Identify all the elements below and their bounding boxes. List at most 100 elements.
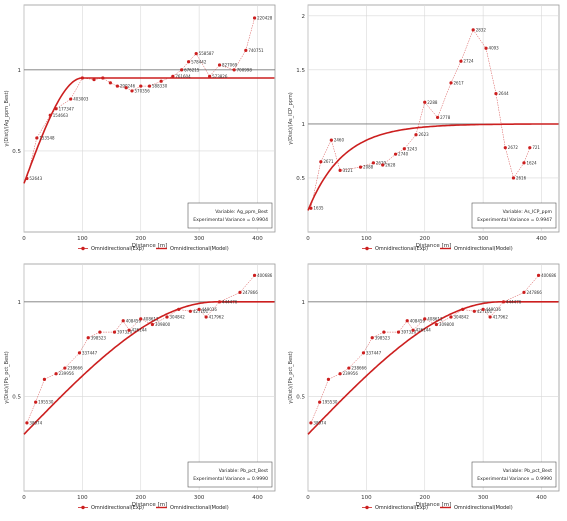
x-tick-label: 100 [77, 236, 88, 242]
point-label: 38974 [29, 420, 42, 425]
x-tick-label: 300 [194, 236, 205, 242]
experimental-point [411, 328, 415, 332]
experimental-point [92, 77, 96, 82]
point-label: 2672 [508, 145, 519, 150]
experimental-point [217, 63, 222, 67]
experimental-point [318, 400, 322, 404]
y-axis-label: γ(Dist)/(Ag_ppm_Best) [4, 90, 10, 146]
experimental-point [370, 336, 374, 340]
point-label: 2620 [376, 160, 387, 165]
point-label: 2617 [454, 80, 465, 85]
experimental-point [347, 366, 351, 370]
info-variance: Experimental Variance = 0.9947 [477, 217, 552, 223]
experimental-point [338, 168, 342, 172]
experimental-series-line [26, 17, 255, 179]
model-curve [23, 77, 275, 184]
x-tick-label: 300 [478, 495, 489, 501]
experimental-point [244, 48, 248, 53]
point-label: 304842 [170, 314, 186, 319]
experimental-point [54, 372, 58, 376]
variogram-chart-pb-right: 0 100 200 300 400 0.5 1 38974 195530 239956238666… [288, 263, 560, 511]
point-label: 154663 [53, 113, 69, 118]
experimental-point [511, 176, 516, 180]
legend-model-label: Omnidirectional(Model) [170, 505, 229, 511]
experimental-point [536, 273, 541, 277]
info-box [187, 461, 273, 488]
point-label: 449036 [202, 307, 218, 312]
experimental-point [139, 84, 143, 88]
experimental-point [204, 315, 208, 319]
point-label: 427101 [193, 309, 209, 314]
experimental-point [177, 307, 181, 311]
variogram-chart-as: 0 100 200 300 400 0.5 1 1.5 2 1635 2671 2460 3121 208… [288, 4, 560, 252]
experimental-point [449, 315, 453, 319]
model-curve [307, 123, 559, 211]
x-axis-label: Distance [m] [132, 502, 167, 508]
point-label: 247866 [526, 290, 542, 295]
experimental-point [423, 317, 427, 321]
experimental-point [42, 377, 47, 381]
point-label: 444476 [222, 299, 238, 304]
x-tick-label: 0 [22, 236, 26, 242]
experimental-point [459, 59, 463, 63]
y-axis-label: γ(Dist)/(Pb_pct_Best) [4, 351, 10, 403]
point-label: 3121 [343, 168, 354, 173]
experimental-point [309, 421, 313, 425]
x-tick-label: 200 [419, 236, 430, 242]
point-label: 1635 [313, 206, 324, 211]
y-tick-label: 1 [18, 68, 22, 74]
point-label: 1624 [526, 160, 537, 165]
experimental-point [371, 161, 375, 165]
point-label: 2460 [334, 138, 345, 143]
x-tick-label: 100 [361, 495, 372, 501]
point-label: 309800 [155, 322, 171, 327]
point-label: 239956 [343, 371, 359, 376]
experimental-series-line [26, 275, 255, 423]
experimental-point [405, 319, 409, 323]
point-label: 2623 [418, 132, 429, 137]
experimental-point [101, 76, 105, 80]
point-label: 2644 [498, 91, 509, 96]
x-tick-label: 0 [22, 495, 26, 501]
experimental-point [147, 84, 152, 88]
point-label: 337447 [366, 350, 382, 355]
point-label: 827069 [222, 62, 238, 67]
variogram-chart-pb-left: 0 100 200 300 400 0.5 1 38974 195530 239956238666… [4, 263, 276, 511]
experimental-point [309, 206, 313, 210]
legend-model-label: Omnidirectional(Model) [454, 246, 513, 252]
point-label: 417962 [209, 314, 225, 319]
point-label: 2288 [427, 100, 438, 105]
x-tick-label: 0 [306, 495, 310, 501]
point-label: 578442 [191, 59, 207, 64]
point-label: 2740 [398, 152, 409, 157]
experimental-point [48, 113, 52, 117]
experimental-point [402, 147, 406, 151]
legend-exp-marker [365, 246, 369, 251]
point-label: 700998 [237, 67, 253, 72]
experimental-point [159, 79, 163, 83]
point-label: 397320 [401, 330, 417, 335]
info-variable: Variable: Pb_pct_Best [219, 468, 269, 474]
point-label: 408459 [410, 318, 426, 323]
x-tick-label: 300 [194, 495, 205, 501]
model-curve [23, 301, 275, 435]
point-label: 220428 [257, 15, 273, 20]
legend-exp-label: Omnidirectional(Exp) [375, 246, 428, 252]
experimental-point [329, 138, 333, 142]
experimental-point [34, 400, 38, 404]
legend-model-label: Omnidirectional(Model) [454, 505, 513, 511]
info-variable: Variable: Ag_ppm_Best [215, 209, 268, 215]
experimental-point [472, 309, 476, 313]
point-label: 2671 [323, 159, 334, 164]
info-variable: Variable: Pb_pct_Best [503, 468, 553, 474]
experimental-point [238, 290, 242, 294]
point-label: 397320 [117, 330, 133, 335]
point-label: 337447 [82, 350, 98, 355]
x-tick-label: 200 [135, 495, 146, 501]
experimental-point [25, 176, 29, 181]
point-label: 721 [532, 145, 540, 150]
point-label: 290246 [120, 84, 136, 89]
point-label: 177347 [59, 106, 75, 111]
experimental-point [382, 330, 386, 334]
experimental-point [522, 290, 526, 294]
